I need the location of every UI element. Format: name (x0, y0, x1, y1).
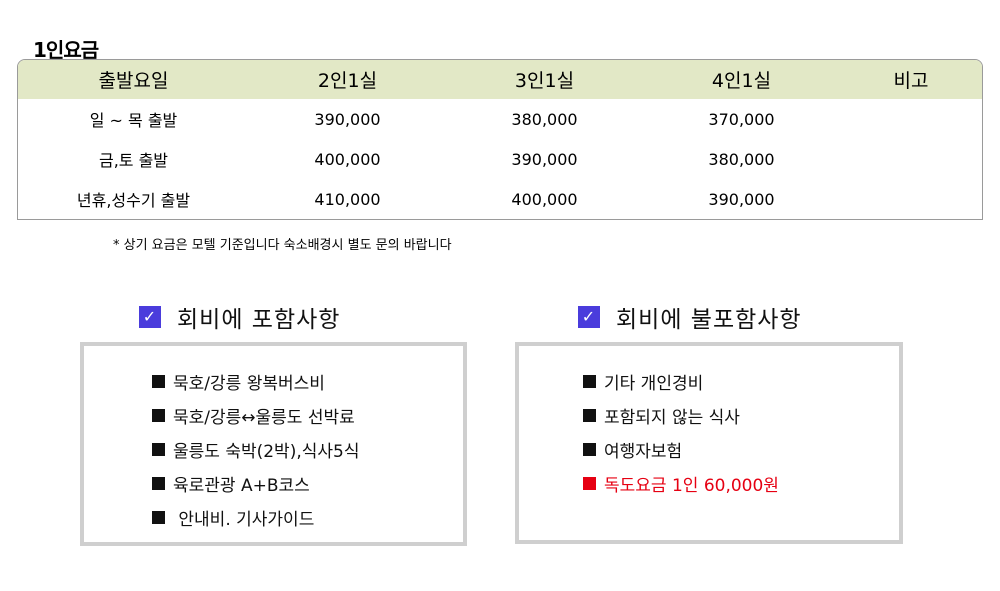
table-header-row: 출발요일 2인1실 3인1실 4인1실 비고 (18, 60, 982, 99)
list-item: 육로관광 A+B코스 (152, 466, 463, 500)
column-header-4-per-room: 4인1실 (711, 70, 772, 92)
included-list: 묵호/강릉 왕복버스비 묵호/강릉↔울릉도 선박료 울릉도 숙박(2박),식사5… (84, 346, 463, 534)
table-cell-departure: 일 ~ 목 출발 (89, 111, 178, 130)
table-cell-price: 410,000 (314, 189, 381, 209)
checkbox-icon: ✓ (578, 306, 600, 328)
table-row: 년휴,성수기 출발 410,000 400,000 390,000 (18, 179, 982, 219)
table-cell-departure: 금,토 출발 (98, 151, 169, 170)
table-cell-price: 390,000 (708, 189, 775, 209)
included-section-heading: ✓ 회비에 포함사항 (139, 300, 340, 334)
table-cell-price: 400,000 (511, 189, 578, 209)
column-header-remarks: 비고 (893, 70, 929, 92)
list-item: 묵호/강릉↔울릉도 선박료 (152, 398, 463, 432)
square-bullet-icon (152, 408, 165, 422)
price-table: 출발요일 2인1실 3인1실 4인1실 비고 일 ~ 목 출발 390,000 … (17, 59, 983, 220)
square-bullet-icon (583, 442, 596, 456)
excluded-section-heading: ✓ 회비에 불포함사항 (578, 300, 802, 334)
square-bullet-icon (152, 442, 165, 456)
list-item: 안내비. 기사가이드 (152, 500, 463, 534)
table-cell-price: 390,000 (314, 109, 381, 129)
excluded-panel: 기타 개인경비 포함되지 않는 식사 여행자보험 독도요금 1인 60,000원 (515, 342, 903, 544)
square-bullet-icon (152, 476, 165, 490)
excluded-list: 기타 개인경비 포함되지 않는 식사 여행자보험 독도요금 1인 60,000원 (519, 346, 899, 500)
list-item: 포함되지 않는 식사 (583, 398, 899, 432)
table-cell-price: 380,000 (708, 149, 775, 169)
table-cell-price: 390,000 (511, 149, 578, 169)
square-bullet-icon (583, 408, 596, 422)
column-header-3-per-room: 3인1실 (514, 70, 575, 92)
column-header-2-per-room: 2인1실 (317, 70, 378, 92)
list-item: 울릉도 숙박(2박),식사5식 (152, 432, 463, 466)
table-cell-price: 380,000 (511, 109, 578, 129)
list-item: 여행자보험 (583, 432, 899, 466)
table-row: 금,토 출발 400,000 390,000 380,000 (18, 139, 982, 179)
square-bullet-icon (152, 510, 165, 524)
table-cell-price: 370,000 (708, 109, 775, 129)
table-cell-price: 400,000 (314, 149, 381, 169)
table-cell-departure: 년휴,성수기 출발 (76, 191, 191, 210)
square-bullet-icon (583, 476, 596, 490)
excluded-heading-text: 회비에 불포함사항 (616, 307, 802, 333)
column-header-departure-day: 출발요일 (98, 70, 169, 92)
checkbox-icon: ✓ (139, 306, 161, 328)
square-bullet-icon (583, 374, 596, 388)
list-item-highlight: 독도요금 1인 60,000원 (583, 466, 899, 500)
included-panel: 묵호/강릉 왕복버스비 묵호/강릉↔울릉도 선박료 울릉도 숙박(2박),식사5… (80, 342, 467, 546)
included-heading-text: 회비에 포함사항 (177, 307, 341, 333)
page-title: 1인요금 (33, 38, 99, 62)
list-item: 기타 개인경비 (583, 364, 899, 398)
list-item: 묵호/강릉 왕복버스비 (152, 364, 463, 398)
table-row: 일 ~ 목 출발 390,000 380,000 370,000 (18, 99, 982, 139)
footnote: * 상기 요금은 모텔 기준입니다 숙소배경시 별도 문의 바랍니다 (113, 238, 452, 253)
square-bullet-icon (152, 374, 165, 388)
